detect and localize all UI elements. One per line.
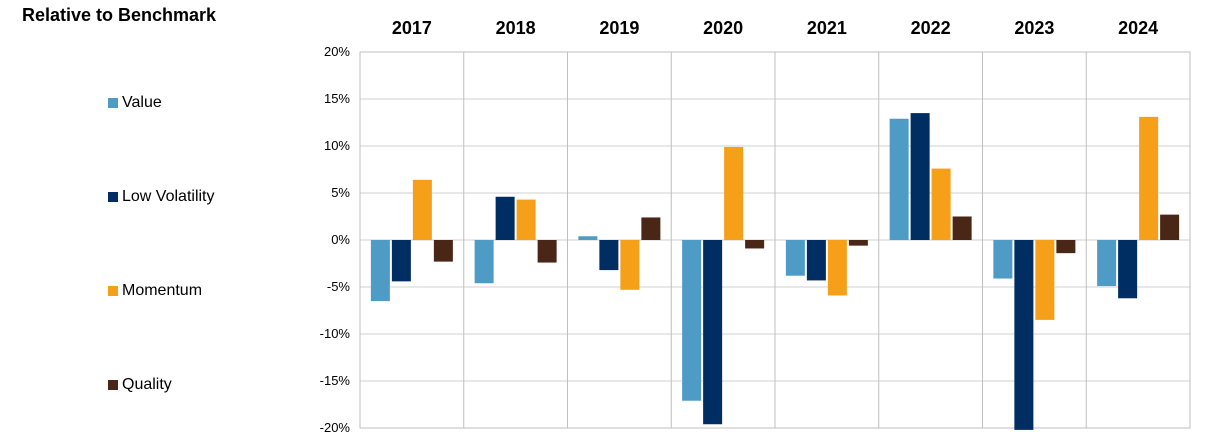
bar: [1139, 116, 1159, 240]
bar: [848, 240, 868, 246]
bar: [1097, 240, 1117, 287]
bar: [785, 240, 805, 276]
y-tick-label: -10%: [320, 326, 351, 341]
bar: [1160, 214, 1180, 240]
bar: [910, 113, 930, 240]
y-tick-label: -15%: [320, 373, 351, 388]
bar: [474, 240, 494, 284]
legend: Value Low Volatility Momentum Quality: [0, 0, 300, 444]
y-tick-label: 10%: [324, 138, 350, 153]
bar: [931, 168, 951, 240]
bar: [370, 240, 390, 302]
category-label: 2023: [1014, 18, 1054, 38]
legend-swatch: [108, 286, 118, 296]
bar: [516, 199, 536, 240]
legend-swatch: [108, 98, 118, 108]
y-tick-label: 20%: [324, 44, 350, 59]
y-tick-label: -20%: [320, 420, 351, 435]
legend-item: Quality: [108, 376, 172, 394]
category-label: 2022: [911, 18, 951, 38]
bar: [391, 240, 411, 282]
bar: [745, 240, 765, 249]
category-label: 2017: [392, 18, 432, 38]
legend-swatch: [108, 380, 118, 390]
bar: [952, 216, 972, 240]
bar: [537, 240, 557, 263]
legend-label: Momentum: [122, 282, 203, 299]
legend-item: Value: [108, 94, 162, 112]
bar: [433, 240, 453, 262]
legend-swatch: [108, 192, 118, 202]
bar: [578, 236, 598, 240]
bar: [703, 240, 723, 425]
legend-label: Value: [122, 94, 162, 111]
legend-label: Low Volatility: [122, 188, 215, 205]
bar: [495, 196, 515, 240]
bar: [1056, 240, 1076, 254]
bar: [889, 118, 909, 240]
bar: [620, 240, 640, 290]
legend-item: Low Volatility: [108, 188, 215, 206]
y-tick-label: 5%: [331, 185, 350, 200]
bar: [1118, 240, 1138, 299]
y-tick-label: 15%: [324, 91, 350, 106]
category-label: 2018: [496, 18, 536, 38]
y-tick-label: 0%: [331, 232, 350, 247]
legend-item: Momentum: [108, 282, 202, 300]
category-label: 2019: [599, 18, 639, 38]
bar: [1035, 240, 1055, 320]
bar: [1014, 240, 1034, 430]
category-label: 2020: [703, 18, 743, 38]
bar: [682, 240, 702, 401]
bar: [806, 240, 826, 281]
bar: [827, 240, 847, 296]
bar: [599, 240, 619, 271]
page-title: Relative to Benchmark: [22, 5, 217, 25]
bar: [412, 179, 432, 240]
category-label: 2021: [807, 18, 847, 38]
bar: [993, 240, 1013, 279]
bar: [724, 146, 744, 240]
category-label: 2024: [1118, 18, 1158, 38]
y-tick-label: -5%: [327, 279, 351, 294]
legend-label: Quality: [122, 376, 172, 393]
bar: [641, 217, 661, 240]
